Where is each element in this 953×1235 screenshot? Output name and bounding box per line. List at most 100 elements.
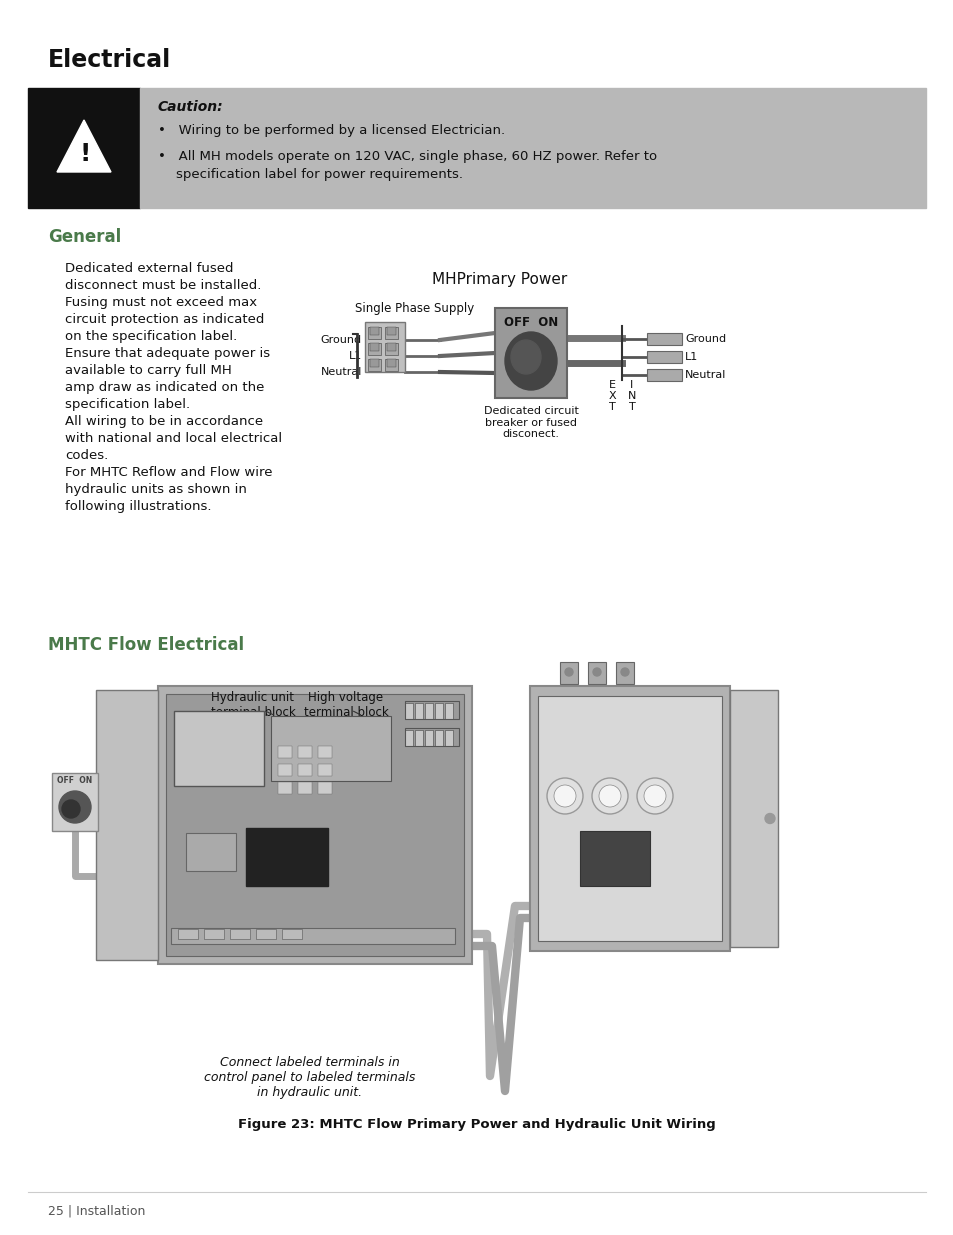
- Bar: [385, 327, 397, 338]
- Text: Ensure that adequate power is: Ensure that adequate power is: [65, 347, 270, 359]
- Bar: [559, 662, 578, 684]
- Text: For MHTC Reflow and Flow wire: For MHTC Reflow and Flow wire: [65, 466, 273, 479]
- Bar: [646, 333, 681, 345]
- Text: with national and local electrical: with national and local electrical: [65, 432, 282, 445]
- Circle shape: [554, 785, 576, 806]
- Bar: [415, 730, 422, 746]
- Ellipse shape: [511, 340, 540, 374]
- Text: specification label for power requirements.: specification label for power requiremen…: [175, 168, 462, 182]
- Circle shape: [546, 778, 582, 814]
- Bar: [368, 359, 380, 370]
- Bar: [370, 359, 378, 367]
- Bar: [385, 343, 397, 354]
- Text: Neutral: Neutral: [684, 370, 725, 380]
- Text: disconnect must be installed.: disconnect must be installed.: [65, 279, 261, 291]
- Circle shape: [764, 814, 774, 824]
- Text: MHPrimary Power: MHPrimary Power: [432, 272, 567, 287]
- Bar: [140, 88, 925, 207]
- Text: hydraulic units as shown in: hydraulic units as shown in: [65, 483, 247, 496]
- Bar: [435, 703, 442, 719]
- Text: amp draw as indicated on the: amp draw as indicated on the: [65, 382, 264, 394]
- Text: Connect labeled terminals in
control panel to labeled terminals
in hydraulic uni: Connect labeled terminals in control pan…: [204, 1056, 416, 1099]
- Bar: [178, 929, 198, 939]
- Text: •   Wiring to be performed by a licensed Electrician.: • Wiring to be performed by a licensed E…: [158, 124, 504, 137]
- Bar: [277, 764, 292, 776]
- Bar: [246, 827, 328, 885]
- Bar: [317, 782, 332, 794]
- Text: General: General: [48, 228, 121, 246]
- Text: codes.: codes.: [65, 450, 108, 462]
- Text: Figure 23: MHTC Flow Primary Power and Hydraulic Unit Wiring: Figure 23: MHTC Flow Primary Power and H…: [238, 1118, 715, 1131]
- Bar: [387, 327, 395, 335]
- Text: X: X: [608, 391, 616, 401]
- Bar: [28, 88, 140, 207]
- Bar: [405, 730, 413, 746]
- Text: on the specification label.: on the specification label.: [65, 330, 237, 343]
- Text: I: I: [630, 380, 633, 390]
- Bar: [587, 662, 605, 684]
- Circle shape: [62, 800, 80, 818]
- Text: MHTC Flow Electrical: MHTC Flow Electrical: [48, 636, 244, 655]
- Bar: [166, 694, 463, 956]
- Text: Dedicated external fused: Dedicated external fused: [65, 262, 233, 275]
- Text: following illustrations.: following illustrations.: [65, 500, 212, 513]
- Bar: [387, 359, 395, 367]
- Text: Electrical: Electrical: [48, 48, 172, 72]
- Text: •   All MH models operate on 120 VAC, single phase, 60 HZ power. Refer to: • All MH models operate on 120 VAC, sing…: [158, 149, 657, 163]
- Bar: [646, 369, 681, 382]
- Text: OFF  ON: OFF ON: [57, 776, 92, 785]
- Circle shape: [59, 790, 91, 823]
- Circle shape: [620, 668, 628, 676]
- Bar: [495, 308, 566, 398]
- Text: Single Phase Supply: Single Phase Supply: [355, 303, 474, 315]
- Circle shape: [564, 668, 573, 676]
- Bar: [370, 327, 378, 335]
- Bar: [297, 782, 312, 794]
- Text: specification label.: specification label.: [65, 398, 190, 411]
- Bar: [435, 730, 442, 746]
- Text: T: T: [628, 403, 635, 412]
- Bar: [646, 351, 681, 363]
- Polygon shape: [57, 120, 111, 172]
- Bar: [186, 832, 235, 871]
- Bar: [255, 929, 275, 939]
- Text: L1: L1: [349, 351, 361, 361]
- Text: T: T: [608, 403, 615, 412]
- Bar: [370, 343, 378, 351]
- Text: Dedicated circuit
breaker or fused
disconect.: Dedicated circuit breaker or fused disco…: [483, 406, 578, 440]
- Text: All wiring to be in accordance: All wiring to be in accordance: [65, 415, 263, 429]
- Bar: [282, 929, 302, 939]
- Bar: [444, 730, 453, 746]
- Text: High voltage
terminal block: High voltage terminal block: [303, 692, 388, 719]
- Circle shape: [592, 778, 627, 814]
- Bar: [405, 703, 413, 719]
- Text: Caution:: Caution:: [158, 100, 223, 114]
- Bar: [537, 697, 721, 941]
- Bar: [158, 685, 472, 965]
- Text: Fusing must not exceed max: Fusing must not exceed max: [65, 296, 257, 309]
- Bar: [230, 929, 250, 939]
- Text: E: E: [608, 380, 615, 390]
- Circle shape: [598, 785, 620, 806]
- Bar: [444, 703, 453, 719]
- Bar: [96, 690, 158, 960]
- Bar: [365, 322, 405, 372]
- Bar: [297, 764, 312, 776]
- Circle shape: [637, 778, 672, 814]
- Bar: [52, 773, 98, 831]
- Bar: [424, 703, 433, 719]
- Text: L1: L1: [684, 352, 698, 362]
- Bar: [424, 730, 433, 746]
- Text: 25 | Installation: 25 | Installation: [48, 1205, 145, 1218]
- Bar: [317, 746, 332, 758]
- Bar: [277, 746, 292, 758]
- Text: Ground: Ground: [684, 333, 725, 345]
- Bar: [415, 703, 422, 719]
- Circle shape: [593, 668, 600, 676]
- Bar: [271, 716, 391, 781]
- Bar: [387, 343, 395, 351]
- Circle shape: [643, 785, 665, 806]
- Bar: [405, 727, 458, 746]
- Bar: [405, 701, 458, 719]
- Text: !: !: [79, 142, 91, 165]
